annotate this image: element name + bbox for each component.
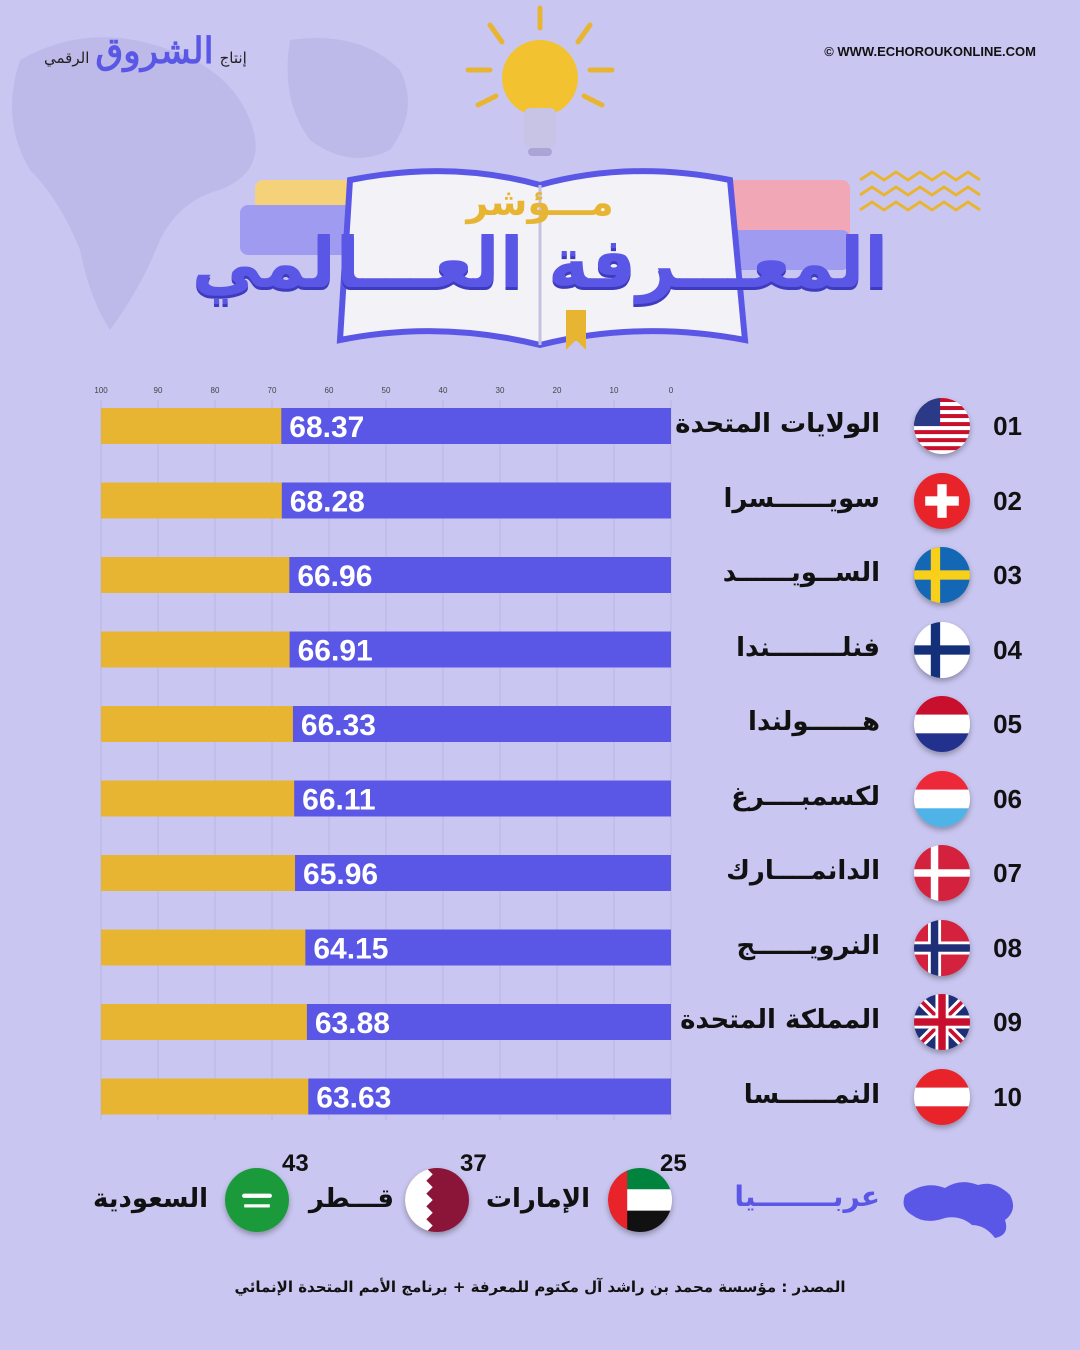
row-country: لكسمبــــرغ (731, 781, 880, 812)
world-map-background (12, 37, 408, 331)
row-country: المملكة المتحدة (680, 1005, 880, 1035)
arab-country-rank: 25 (660, 1150, 687, 1177)
knowledge-index-chart: 100 90 80 70 60 50 40 30 20 10 0 68.37 68.28 66.96 66.… (0, 380, 1080, 1140)
bar-value (295, 855, 671, 891)
finland-flag-icon (914, 621, 970, 678)
bar-value-label: 64.15 (313, 933, 388, 966)
x-tick-label: 90 (154, 386, 163, 395)
bar-value-label: 63.88 (315, 1007, 390, 1040)
zigzag-decoration (859, 170, 981, 212)
bar-value-label: 66.91 (298, 635, 373, 668)
row-country: هــــــولندا (748, 707, 880, 737)
netherlands-flag-icon (914, 696, 970, 752)
bar-value-label: 63.63 (316, 1082, 391, 1115)
x-tick-label: 70 (268, 386, 277, 395)
bar-chart-svg: 100 90 80 70 60 50 40 30 20 10 068.3768.2866.9666.… (94, 386, 674, 1120)
row-rank: 08 (993, 932, 1022, 963)
x-tick-label: 80 (211, 386, 220, 395)
x-tick-label: 40 (439, 386, 448, 395)
brand-name: الشروق (95, 30, 214, 72)
x-tick-label: 0 (669, 386, 674, 395)
arab-world-map-icon (903, 1182, 1014, 1238)
bar-value (292, 706, 671, 742)
bar-value (308, 1078, 671, 1115)
austria-flag-icon (914, 1068, 970, 1125)
row-country: النمــــــسا (743, 1079, 880, 1110)
x-tick-label: 50 (382, 386, 391, 395)
bar-value-label: 65.96 (303, 858, 378, 891)
arab-country-name: السعودية (93, 1184, 208, 1214)
row-rank: 10 (993, 1081, 1022, 1112)
website-url: © WWW.ECHOROUKONLINE.COM (824, 44, 1036, 59)
denmark-flag-icon (914, 845, 970, 901)
bar-value-label: 66.11 (302, 784, 375, 817)
bar-value (305, 929, 671, 966)
luxembourg-flag-icon (914, 770, 970, 827)
row-rank: 02 (993, 485, 1022, 516)
x-tick-label: 30 (496, 386, 505, 395)
norway-flag-icon (914, 919, 970, 976)
switzerland-flag-icon (914, 472, 970, 529)
row-country: الســويــــــد (722, 558, 880, 588)
qatar-flag-icon (405, 1168, 469, 1232)
row-rank: 09 (993, 1007, 1022, 1037)
brand-logo: إنتاج الشروق الرقمي (44, 30, 247, 72)
brand-digital: الرقمي (44, 49, 90, 67)
row-rank: 03 (993, 560, 1022, 590)
books-icon (240, 168, 850, 350)
arab-country-name: قـــطر (308, 1184, 394, 1214)
row-rank: 06 (993, 783, 1022, 814)
lightbulb-icon (465, 5, 615, 156)
bar-value-label: 68.37 (289, 411, 364, 444)
title-line1: مـــؤشر (466, 180, 614, 224)
row-rank: 04 (993, 634, 1022, 665)
bar-value (281, 408, 671, 444)
bar-value (289, 557, 671, 593)
title-line2: المعـــرفة العـــالمي (191, 222, 889, 304)
bar-value (289, 631, 671, 668)
row-country: فنلــــــــندا (736, 632, 880, 663)
bar-value (281, 482, 671, 519)
uk-flag-icon (914, 994, 970, 1050)
bar-value-label: 66.33 (301, 709, 376, 742)
source-note: المصدر : مؤسسة محمد بن راشد آل مكتوم للم… (234, 1278, 846, 1296)
arab-country-name: الإمارات (485, 1184, 590, 1214)
row-country: سويــــــسرا (723, 483, 881, 514)
usa-flag-icon (914, 398, 970, 454)
row-rank: 01 (993, 411, 1022, 441)
row-rank: 05 (993, 709, 1022, 739)
x-tick-label: 10 (610, 386, 619, 395)
brand-produced-by: إنتاج (219, 49, 247, 67)
x-tick-label: 60 (325, 386, 334, 395)
row-rank: 07 (993, 858, 1022, 888)
x-tick-label: 100 (94, 386, 108, 395)
row-country: الولايات المتحدة (675, 409, 880, 439)
bar-value-label: 66.96 (297, 560, 372, 593)
bar-value (294, 780, 671, 817)
row-country: النرويــــــج (736, 930, 880, 961)
saudi-flag-icon (225, 1168, 289, 1232)
header-illustration (240, 5, 981, 350)
bar-value (306, 1004, 671, 1040)
uae-flag-icon (608, 1168, 672, 1232)
bar-value-label: 68.28 (290, 486, 365, 519)
row-country: الدانمــــارك (726, 856, 880, 886)
arab-title: عربــــــــيا (734, 1180, 880, 1213)
arab-country-rank: 37 (460, 1150, 487, 1177)
x-tick-label: 20 (553, 386, 562, 395)
arab-country-rank: 43 (282, 1150, 309, 1177)
sweden-flag-icon (914, 547, 970, 603)
arab-ranking: عربــــــــيا الإمارات 25 قـــطر 37 السعودية… (0, 1150, 1080, 1250)
